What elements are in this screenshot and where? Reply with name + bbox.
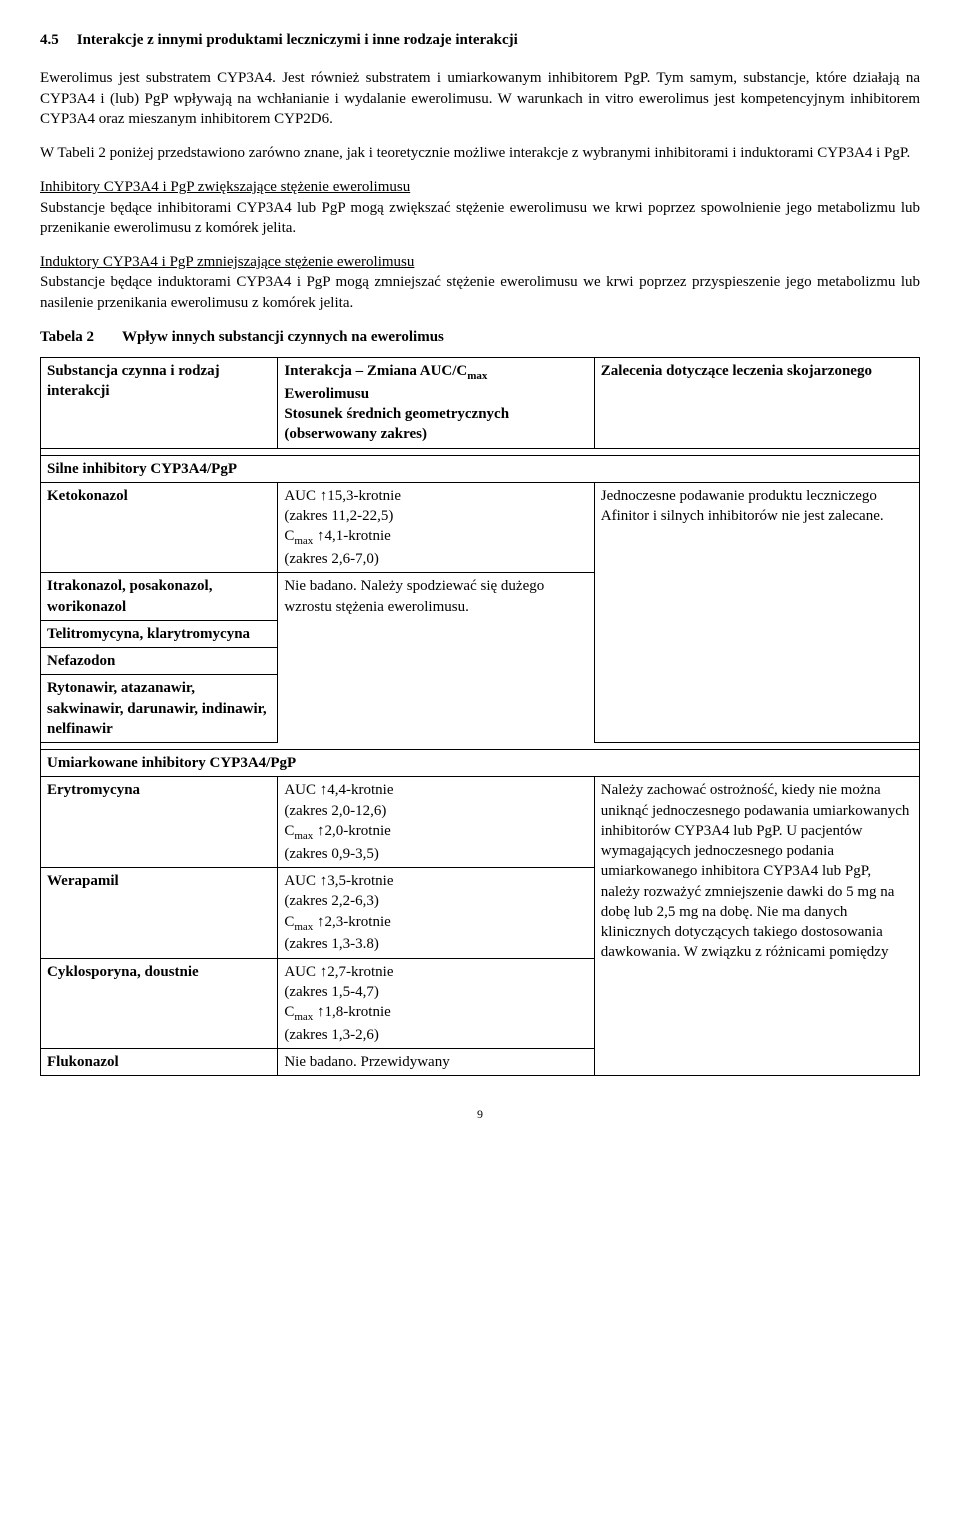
group-title: Umiarkowane inhibitory CYP3A4/PgP [41, 750, 920, 777]
table-header-row: Substancja czynna i rodzaj interakcji In… [41, 358, 920, 449]
table-label: Tabela 2 [40, 327, 94, 347]
inhibitors-body: Substancje będące inhibitorami CYP3A4 lu… [40, 200, 920, 236]
substance-name: Telitromycyna, klarytromycyna [47, 626, 250, 642]
col-recommendation: Zalecenia dotyczące leczenia skojarzoneg… [594, 358, 919, 449]
inductors-title: Induktory CYP3A4 i PgP zmniejszające stę… [40, 254, 414, 270]
inductors-body: Substancje będące induktorami CYP3A4 i P… [40, 274, 920, 310]
paragraph-inductors: Induktory CYP3A4 i PgP zmniejszające stę… [40, 252, 920, 313]
substance-name: Rytonawir, atazanawir, sakwinawir, darun… [47, 680, 267, 737]
inhibitors-title: Inhibitory CYP3A4 i PgP zwiększające stę… [40, 179, 410, 195]
interaction-cell: AUC ↑2,7-krotnie (zakres 1,5-4,7) Cmax ↑… [278, 958, 594, 1049]
substance-name: Nefazodon [47, 653, 115, 669]
section-heading: 4.5 Interakcje z innymi produktami leczni… [40, 30, 920, 50]
substance-name: Werapamil [47, 873, 119, 889]
group-title: Silne inhibitory CYP3A4/PgP [41, 455, 920, 482]
table-caption: Tabela 2 Wpływ innych substancji czynnych… [40, 327, 920, 347]
table-caption-text: Wpływ innych substancji czynnych na ewer… [122, 329, 444, 345]
interaction-cell: AUC ↑4,4-krotnie (zakres 2,0-12,6) Cmax … [278, 777, 594, 868]
recommendation-cell: Jednoczesne podawanie produktu lecznicze… [594, 482, 919, 742]
col-substance: Substancja czynna i rodzaj interakcji [41, 358, 278, 449]
recommendation-cell: Należy zachować ostrożność, kiedy nie mo… [594, 777, 919, 1076]
section-title: Interakcje z innymi produktami leczniczy… [77, 32, 518, 48]
page-number: 9 [40, 1106, 920, 1122]
substance-name: Cyklosporyna, doustnie [47, 964, 199, 980]
interaction-cell: Nie badano. Należy spodziewać się dużego… [278, 573, 594, 743]
interaction-cell: AUC ↑15,3-krotnie (zakres 11,2-22,5) Cma… [278, 482, 594, 573]
paragraph-1: Ewerolimus jest substratem CYP3A4. Jest … [40, 68, 920, 129]
group-moderate-inhibitors: Umiarkowane inhibitory CYP3A4/PgP [41, 750, 920, 777]
substance-name: Erytromycyna [47, 782, 140, 798]
col-interaction: Interakcja – Zmiana AUC/Cmax Ewerolimusu… [278, 358, 594, 449]
paragraph-2: W Tabeli 2 poniżej przedstawiono zarówno… [40, 143, 920, 163]
group-strong-inhibitors: Silne inhibitory CYP3A4/PgP [41, 455, 920, 482]
paragraph-inhibitors: Inhibitory CYP3A4 i PgP zwiększające stę… [40, 177, 920, 238]
section-number: 4.5 [40, 30, 59, 50]
interaction-table: Substancja czynna i rodzaj interakcji In… [40, 357, 920, 1076]
interaction-cell: AUC ↑3,5-krotnie (zakres 2,2-6,3) Cmax ↑… [278, 868, 594, 959]
table-row: Ketokonazol AUC ↑15,3-krotnie (zakres 11… [41, 482, 920, 573]
substance-name: Ketokonazol [47, 488, 128, 504]
table-row: Erytromycyna AUC ↑4,4-krotnie (zakres 2,… [41, 777, 920, 868]
interaction-cell: Nie badano. Przewidywany [278, 1049, 594, 1076]
substance-name: Itrakonazol, posakonazol, worikonazol [47, 578, 212, 614]
substance-name: Flukonazol [47, 1054, 119, 1070]
